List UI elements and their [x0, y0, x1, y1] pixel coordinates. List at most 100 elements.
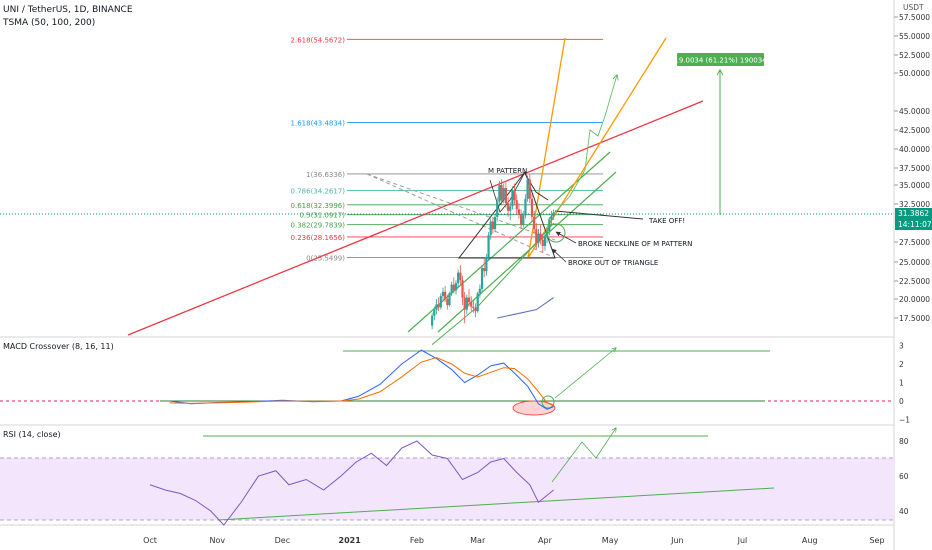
- candle-body[interactable]: [474, 308, 477, 312]
- candle-body[interactable]: [524, 198, 527, 216]
- candle-body[interactable]: [487, 235, 490, 258]
- annotation-take-off: TAKE OFF!: [648, 217, 685, 225]
- candle-body[interactable]: [444, 291, 447, 299]
- candle-body[interactable]: [480, 268, 484, 289]
- candle-body[interactable]: [537, 233, 540, 243]
- candle-body[interactable]: [500, 185, 503, 201]
- rsi-title: RSI (14, close): [3, 430, 61, 439]
- candle-body[interactable]: [504, 188, 508, 204]
- candle-body[interactable]: [528, 179, 531, 199]
- macd-tick-label: 2: [899, 360, 904, 369]
- macd-series-2: [169, 356, 554, 407]
- candle-body[interactable]: [476, 293, 479, 312]
- candle-body[interactable]: [470, 302, 473, 307]
- time-tick-label: Dec: [275, 536, 290, 545]
- measure-tool[interactable]: 19.0034 (61.21%) 190034: [674, 53, 767, 215]
- candle-body[interactable]: [533, 216, 536, 230]
- candle-body[interactable]: [550, 216, 553, 220]
- current-price-label: 31.3862: [898, 209, 929, 218]
- candle-body[interactable]: [493, 216, 497, 230]
- candle-body[interactable]: [541, 239, 544, 246]
- time-tick-label: Jul: [737, 536, 748, 545]
- candle-body[interactable]: [463, 297, 466, 310]
- candle-body[interactable]: [459, 272, 462, 281]
- candle-body[interactable]: [446, 299, 449, 306]
- orange-projection-2: [527, 37, 667, 259]
- price-tick-label: 22.5000: [899, 277, 930, 286]
- triangle-pattern: [457, 170, 556, 259]
- macd-panel[interactable]: MACD Crossover (8, 16, 11) 3 2 1 0 −1: [0, 342, 910, 425]
- candle-body[interactable]: [498, 185, 501, 202]
- candles[interactable]: [431, 174, 555, 330]
- candle-body[interactable]: [435, 304, 438, 310]
- candle-body[interactable]: [465, 297, 468, 310]
- candle-body[interactable]: [485, 257, 488, 272]
- candle-body[interactable]: [530, 198, 534, 217]
- price-tick-label: 55.0000: [899, 32, 930, 41]
- candle-body[interactable]: [526, 179, 529, 199]
- candle-body[interactable]: [511, 191, 514, 207]
- candle-body[interactable]: [543, 236, 547, 246]
- price-tick-label: 20.0000: [899, 295, 930, 304]
- current-price: 31.3862 14:11:07: [0, 208, 932, 230]
- red-trendline: [127, 100, 704, 336]
- candle-body[interactable]: [433, 309, 436, 316]
- candle-body[interactable]: [483, 268, 486, 272]
- candle-body[interactable]: [439, 296, 442, 308]
- price-tick-label: 27.5000: [899, 238, 930, 247]
- rsi-lines: [149, 440, 554, 526]
- candle-body[interactable]: [431, 315, 434, 326]
- macd-tick-label: 3: [899, 342, 904, 351]
- candle-body[interactable]: [519, 213, 523, 225]
- candle-body[interactable]: [478, 288, 481, 294]
- fib-level-label: 0.382(29.7839): [291, 222, 346, 230]
- candle-body[interactable]: [489, 221, 492, 236]
- price-tick-label: 52.5000: [899, 51, 930, 60]
- rsi-tick-label: 80: [899, 437, 909, 446]
- candle-body[interactable]: [509, 206, 512, 211]
- candle-body[interactable]: [506, 203, 510, 211]
- price-tick-label: 17.5000: [899, 314, 930, 323]
- price-tick-label: 42.5000: [899, 126, 930, 135]
- projection-path: [547, 75, 617, 221]
- candle-body[interactable]: [535, 229, 538, 243]
- candle-body[interactable]: [548, 219, 551, 232]
- candle-body[interactable]: [450, 284, 453, 294]
- macd-tick-label: 0: [899, 397, 904, 406]
- candle-body[interactable]: [491, 221, 494, 230]
- candle-body[interactable]: [539, 233, 542, 240]
- candle-body[interactable]: [472, 306, 475, 309]
- price-tick-label: 35.0000: [899, 181, 930, 190]
- chart-header: UNI / TetherUS, 1D, BINANCE TSMA (50, 10…: [2, 3, 924, 28]
- candle-body[interactable]: [552, 212, 555, 217]
- candle-body[interactable]: [437, 304, 440, 308]
- candle-body[interactable]: [441, 291, 445, 297]
- countdown-label: 14:11:07: [898, 220, 932, 229]
- candle-body[interactable]: [448, 293, 451, 306]
- fib-level-label: 0.5(31.0917): [299, 212, 345, 220]
- neckline: [554, 210, 644, 220]
- candle-body[interactable]: [517, 209, 521, 214]
- time-axis[interactable]: Oct Nov Dec 2021 Feb Mar Apr May Jun Jul Aug Sep: [143, 536, 884, 545]
- macd-lines: [169, 349, 554, 410]
- rsi-series: [149, 440, 554, 526]
- candle-body[interactable]: [522, 215, 525, 225]
- candle-body[interactable]: [513, 191, 516, 201]
- candle-body[interactable]: [461, 280, 464, 298]
- candle-body[interactable]: [515, 200, 518, 210]
- candle-body[interactable]: [502, 188, 505, 201]
- candle-body[interactable]: [454, 283, 458, 291]
- price-tick-label: 25.0000: [899, 258, 930, 267]
- candle-body[interactable]: [452, 284, 455, 291]
- candle-body[interactable]: [467, 297, 471, 303]
- chart-title: UNI / TetherUS, 1D, BINANCE: [3, 5, 133, 15]
- candle-body[interactable]: [496, 201, 499, 217]
- rsi-tick-label: 60: [899, 472, 909, 481]
- rsi-support-line: [217, 487, 775, 521]
- rsi-tick-label: 40: [899, 507, 909, 516]
- price-tick-label: 37.5000: [899, 164, 930, 173]
- price-axis[interactable]: 57.5000 55.0000 52.5000 50.0000 45.0000 42.50…: [894, 13, 930, 323]
- candle-body[interactable]: [457, 272, 460, 284]
- rsi-panel[interactable]: RSI (14, close) 80 60 40: [3, 428, 909, 526]
